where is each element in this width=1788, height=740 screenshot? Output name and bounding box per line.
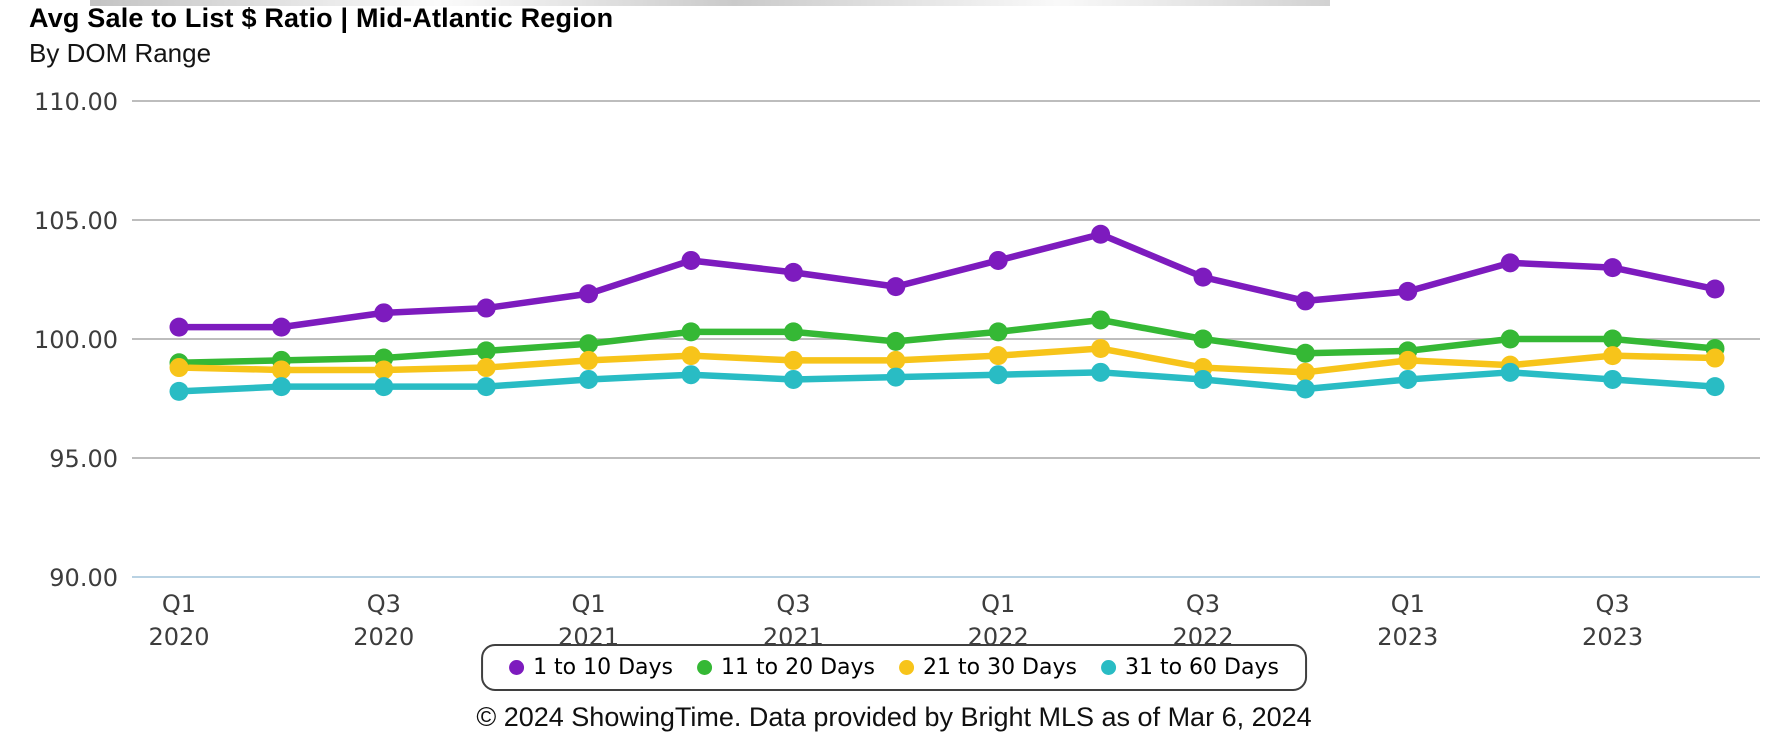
series-point (783, 369, 803, 389)
y-tick-label: 105.00 (34, 207, 118, 235)
series-point (988, 322, 1008, 342)
series-point (1705, 377, 1725, 397)
series-point (1705, 348, 1725, 368)
series-color-dot-icon (1100, 660, 1116, 675)
series-point (681, 250, 701, 270)
series-point (1295, 343, 1315, 363)
series-point (988, 365, 1008, 385)
series-point (374, 377, 394, 397)
series-color-dot-icon (697, 660, 713, 675)
series-point (1193, 329, 1213, 349)
series-point (579, 350, 599, 370)
series-line-21-to-30-days (175, 345, 1719, 376)
series-point (579, 284, 599, 304)
x-tick-label: Q1 2021 (558, 590, 619, 651)
y-tick-label: 95.00 (49, 445, 118, 473)
series-point (169, 381, 189, 401)
series-point (579, 334, 599, 354)
series-line-11-to-20-days (175, 316, 1719, 367)
series-point (1705, 279, 1725, 299)
x-tick-label: Q3 2021 (763, 590, 824, 651)
series-color-dot-icon (899, 660, 914, 675)
series-point (1398, 281, 1418, 301)
series-point (579, 369, 599, 389)
x-tick-label: Q3 2020 (353, 590, 414, 651)
series-point (886, 350, 906, 370)
series-point (988, 250, 1008, 270)
series-point (886, 331, 906, 351)
series-point (1603, 329, 1623, 349)
series-line-1-to-10-days (175, 231, 1719, 331)
series-point (476, 358, 496, 378)
legend-item-11-to-20-days: 11 to 20 Days (697, 655, 875, 680)
series-point (1295, 362, 1315, 382)
series-point (1398, 350, 1418, 370)
series-point (374, 360, 394, 380)
series-point (271, 360, 291, 380)
series-point (886, 367, 906, 387)
legend-item-21-to-30-days: 21 to 30 Days (899, 655, 1077, 680)
series-point (1091, 310, 1111, 330)
series-point (271, 317, 291, 337)
chart-header: Avg Sale to List $ Ratio | Mid-Atlantic … (29, 3, 613, 69)
series-point (374, 303, 394, 323)
screenshot-edge-artifact (90, 0, 1330, 6)
series-point (1603, 346, 1623, 366)
chart-title: Avg Sale to List $ Ratio | Mid-Atlantic … (29, 3, 614, 33)
legend-label: 21 to 30 Days (923, 655, 1077, 680)
legend-item-31-to-60-days: 31 to 60 Days (1100, 655, 1279, 680)
series-point (886, 277, 906, 297)
series-point (476, 341, 496, 361)
legend-label: 31 to 60 Days (1124, 655, 1279, 680)
chart-footer: © 2024 ShowingTime. Data provided by Bri… (476, 702, 1312, 732)
series-point (1193, 369, 1213, 389)
series-point (169, 317, 189, 337)
series-point (1091, 362, 1111, 382)
y-tick-label: 90.00 (49, 564, 118, 592)
x-tick-label: Q1 2022 (968, 590, 1029, 651)
legend-item-1-to-10-days: 1 to 10 Days (509, 655, 673, 680)
series-point (681, 322, 701, 342)
series-point (1500, 253, 1520, 273)
series-point (271, 377, 291, 397)
series-point (783, 322, 803, 342)
x-tick-label: Q1 2023 (1377, 590, 1438, 651)
series-color-dot-icon (509, 660, 525, 675)
series-point (1193, 267, 1213, 287)
series-point (1295, 291, 1315, 311)
series-point (169, 358, 189, 378)
x-tick-label: Q3 2022 (1172, 590, 1233, 651)
chart-legend: 1 to 10 Days 11 to 20 Days 21 to 30 Days… (481, 644, 1307, 691)
series-point (1091, 339, 1111, 359)
series-point (681, 346, 701, 366)
series-point (783, 350, 803, 370)
series-point (988, 346, 1008, 366)
series-point (1603, 258, 1623, 278)
x-tick-label: Q1 2020 (148, 590, 209, 651)
series-point (476, 298, 496, 318)
series-point (1398, 369, 1418, 389)
series-point (1500, 362, 1520, 382)
series-point (476, 377, 496, 397)
series-point (1500, 329, 1520, 349)
series-point (681, 365, 701, 385)
legend-label: 11 to 20 Days (721, 655, 875, 680)
y-tick-label: 100.00 (34, 326, 118, 354)
series-line-31-to-60-days (175, 369, 1719, 395)
x-tick-label: Q3 2023 (1582, 590, 1643, 651)
series-point (1091, 224, 1111, 244)
series-point (1603, 369, 1623, 389)
series-point (783, 262, 803, 282)
y-tick-label: 110.00 (34, 88, 118, 116)
legend-label: 1 to 10 Days (533, 655, 674, 680)
chart-subtitle: By DOM Range (29, 38, 212, 68)
series-point (1295, 379, 1315, 399)
